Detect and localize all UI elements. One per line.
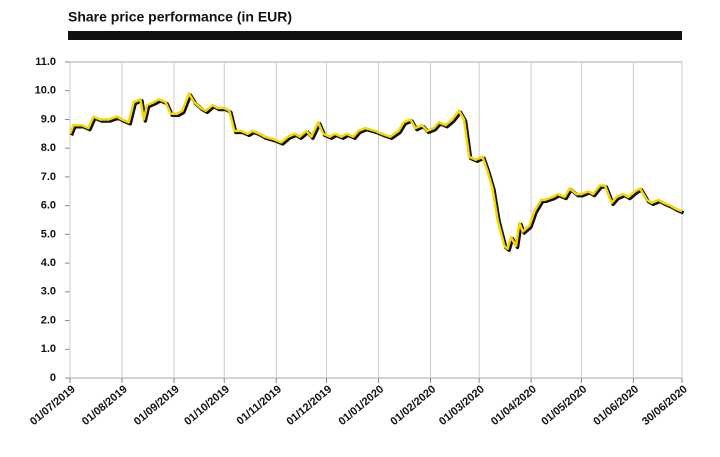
line bbox=[68, 92, 683, 250]
x-tick-label: 01/03/2020 bbox=[437, 383, 487, 428]
x-tick-label: 01/04/2020 bbox=[489, 383, 539, 428]
x-tick-label: 01/09/2019 bbox=[132, 383, 182, 428]
y-tick-label: 4.0 bbox=[41, 257, 56, 269]
y-tick-label: 5.0 bbox=[41, 228, 56, 240]
y-tick-label: 1.0 bbox=[41, 343, 56, 355]
y-tick-label: 2.0 bbox=[41, 314, 56, 326]
x-tick-label: 01/11/2019 bbox=[235, 383, 284, 427]
y-tick-label: 10.0 bbox=[35, 85, 56, 97]
y-tick-label: 9.0 bbox=[41, 113, 56, 125]
x-tick-label: 01/10/2019 bbox=[182, 383, 232, 428]
x-tick-label: 01/06/2020 bbox=[591, 383, 641, 428]
y-tick-label: 3.0 bbox=[41, 286, 56, 298]
line-shadow bbox=[69, 93, 685, 252]
chart-title: Share price performance (in EUR) bbox=[68, 9, 292, 25]
plot-frame bbox=[69, 61, 683, 379]
y-tick-label: 11.0 bbox=[35, 56, 56, 68]
x-tick-label: 30/06/2020 bbox=[640, 383, 690, 428]
y-tick-label: 7.0 bbox=[41, 171, 56, 183]
x-tick-label: 01/01/2020 bbox=[336, 383, 386, 428]
title-bar bbox=[68, 31, 682, 40]
y-tick-label: 8.0 bbox=[41, 142, 56, 154]
x-tick-label: 01/08/2019 bbox=[80, 383, 130, 428]
x-tick-label: 01/12/2019 bbox=[284, 383, 334, 428]
y-tick-label: 0 bbox=[50, 372, 56, 384]
x-tick-label: 01/02/2020 bbox=[388, 383, 438, 428]
x-tick-label: 01/05/2020 bbox=[539, 383, 589, 428]
y-tick-label: 6.0 bbox=[41, 200, 56, 212]
x-tick-label: 01/07/2019 bbox=[28, 383, 78, 428]
